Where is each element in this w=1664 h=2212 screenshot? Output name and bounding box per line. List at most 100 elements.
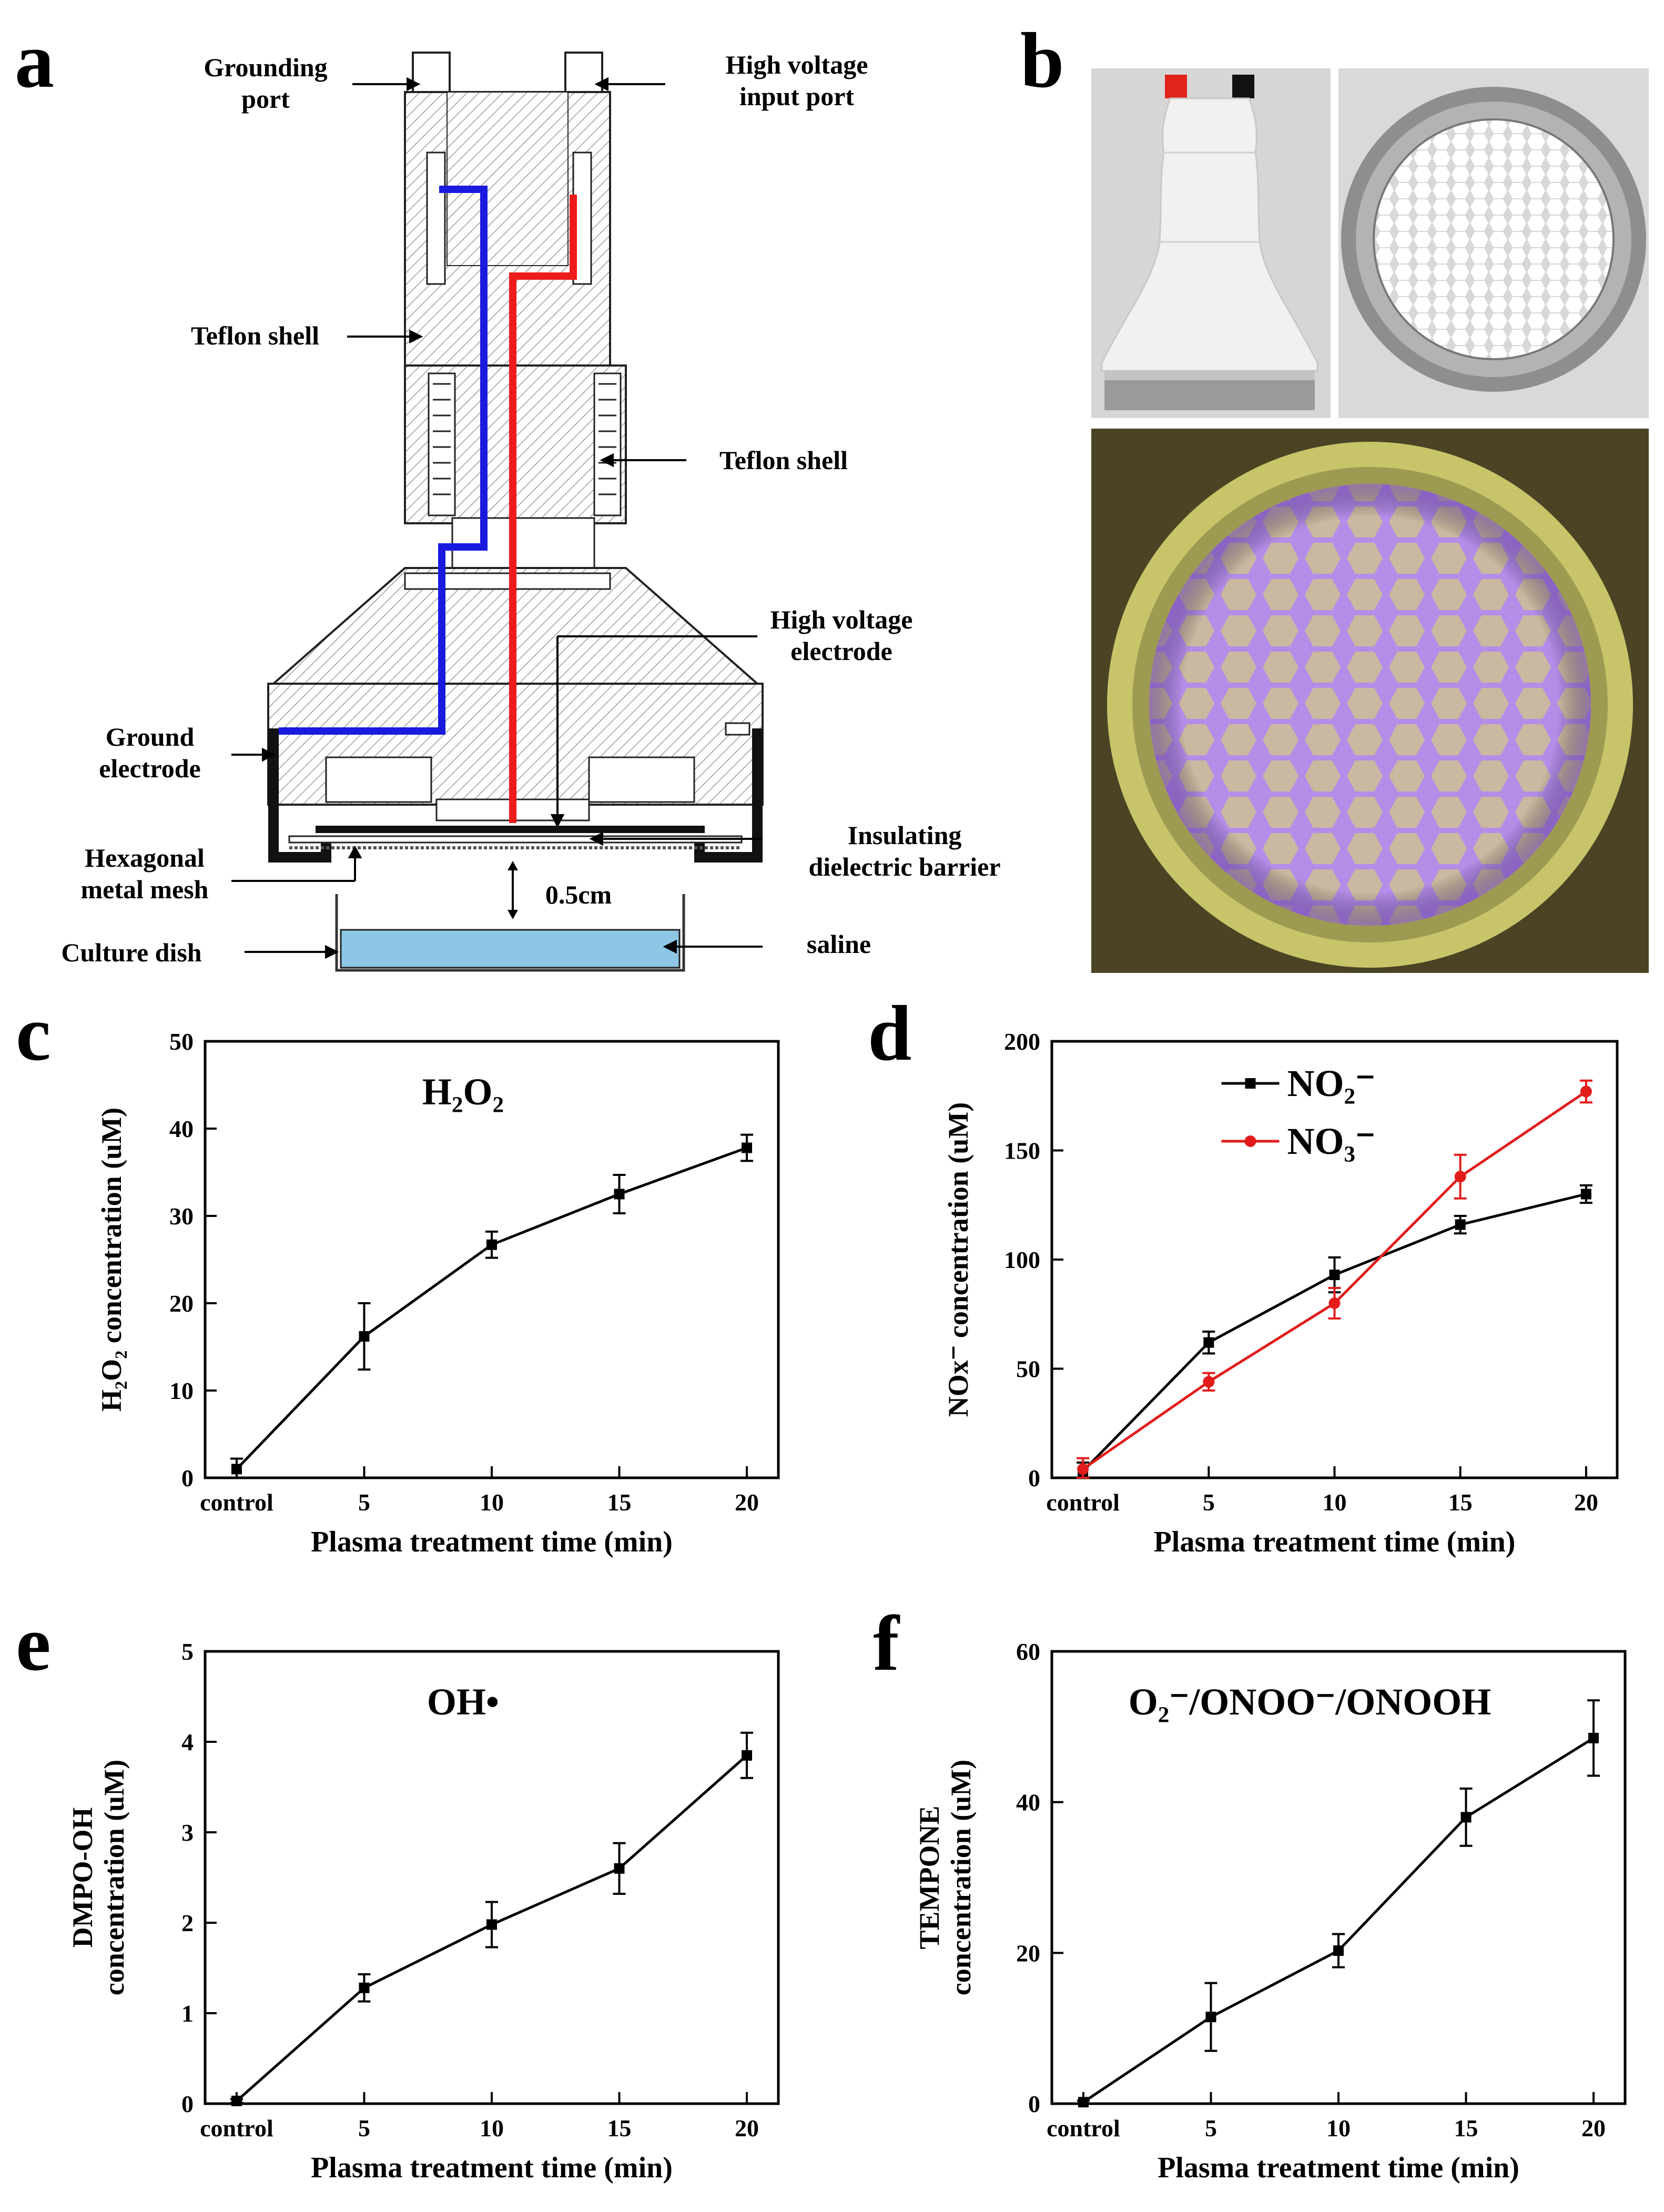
x-tick-label: control: [200, 1489, 273, 1516]
grounding-port-cap: [412, 52, 451, 93]
label-ground-electrode-1: Ground: [106, 722, 195, 752]
y-axis-title: H₂O₂ concentration (uM): [96, 1108, 127, 1412]
panel-label-f: f: [873, 1600, 899, 1687]
hv-wire: [509, 195, 577, 823]
y-tick-label: 20: [1016, 1940, 1040, 1966]
photo-plasma-discharge: [1091, 429, 1649, 973]
y-tick-label: 5: [181, 1641, 194, 1665]
x-axis-title: Plasma treatment time (min): [311, 1526, 673, 1558]
label-insulating-2: dielectric barrier: [808, 852, 1000, 881]
y-tick-label: 20: [169, 1290, 194, 1317]
data-point: [742, 1142, 753, 1153]
series-line-0: [1082, 1737, 1595, 2104]
y-axis-title-line1: TEMPONE: [914, 1805, 945, 1949]
label-hex-mesh-2: metal mesh: [81, 875, 209, 904]
x-tick-label: 5: [358, 1489, 370, 1516]
x-tick-label: 20: [735, 1489, 759, 1516]
y-tick-label: 0: [1028, 2091, 1040, 2117]
x-tick-label: 15: [1454, 2115, 1478, 2142]
x-tick-label: 20: [1581, 2115, 1606, 2142]
panel-label-a: a: [15, 17, 54, 104]
x-tick-label: 15: [607, 2115, 632, 2142]
data-point: [1078, 2097, 1089, 2108]
data-point: [359, 1982, 370, 1993]
panel-label-d: d: [868, 990, 912, 1077]
x-tick-label: 10: [1326, 2115, 1351, 2142]
y-axis-title-line1: DMPO-OH: [67, 1808, 98, 1948]
saline-liquid: [340, 929, 681, 969]
chart-h2o2: 0 10 20 30 40 50 control 5 10 15 20 Plasma treatmen…: [96, 1031, 780, 1558]
legend-label-0: NO₂⁻: [1287, 1062, 1376, 1104]
legend-marker-0: [1245, 1078, 1256, 1089]
data-point: [1205, 2012, 1216, 2023]
culture-dish: [335, 894, 685, 972]
x-tick-label: 20: [735, 2115, 759, 2142]
legend-label-1: NO₃⁻: [1287, 1120, 1376, 1162]
x-axis-title: Plasma treatment time (min): [1154, 1526, 1516, 1558]
label-culture-dish: Culture dish: [61, 938, 201, 967]
y-tick-label: 150: [1004, 1138, 1040, 1164]
device-photographs: [1091, 68, 1649, 973]
y-tick-label: 30: [169, 1203, 194, 1230]
x-tick-label: 15: [607, 1489, 632, 1516]
x-tick-label: 10: [480, 2115, 504, 2142]
data-point: [1460, 1812, 1472, 1823]
data-point: [1203, 1337, 1214, 1348]
y-tick-label: 2: [181, 1910, 194, 1936]
label-teflon-shell-right: Teflon shell: [719, 445, 848, 475]
x-tick-label: control: [1047, 2115, 1120, 2142]
y-tick-label: 40: [1016, 1789, 1040, 1816]
x-axis-title: Plasma treatment time (min): [311, 2152, 673, 2184]
x-tick-label: 5: [358, 2115, 370, 2142]
y-axis-title-line2: concentration (uM): [98, 1760, 130, 1995]
panel-label-e: e: [16, 1600, 51, 1687]
panel-label-c: c: [16, 990, 51, 1077]
x-tick-label: 5: [1203, 1489, 1215, 1516]
label-hv-electrode-2: electrode: [790, 636, 892, 666]
x-axis-title: Plasma treatment time (min): [1158, 2152, 1519, 2184]
data-point: [1588, 1732, 1599, 1743]
y-axis-title: NOx⁻ concentration (uM): [942, 1102, 974, 1417]
y-tick-label: 0: [181, 2091, 194, 2117]
x-tick-label: 15: [1448, 1489, 1473, 1516]
label-insulating-1: Insulating: [848, 820, 962, 850]
data-point: [359, 1331, 370, 1342]
label-grounding-port-2: port: [241, 84, 290, 114]
data-point: [1454, 1171, 1466, 1183]
label-saline: saline: [807, 929, 871, 959]
data-point: [1203, 1376, 1215, 1388]
y-tick-label: 1: [181, 2000, 194, 2027]
data-point: [1077, 1463, 1089, 1475]
photo-device-bottom: [1338, 68, 1649, 418]
data-point: [1333, 1945, 1344, 1956]
chart-title: H₂O₂: [422, 1071, 504, 1113]
label-ground-electrode-2: electrode: [99, 754, 200, 783]
data-point: [614, 1863, 625, 1874]
chart-oh-radical: 0 1 2 3 4 5 control 5 10 15 20 Plasma treatment tim…: [67, 1641, 780, 2184]
y-tick-label: 100: [1004, 1246, 1040, 1273]
x-tick-label: control: [200, 2115, 273, 2142]
y-tick-label: 0: [181, 1465, 194, 1491]
chart-title: OH•: [427, 1681, 499, 1723]
y-tick-label: 50: [1016, 1356, 1040, 1383]
y-tick-label: 40: [169, 1115, 194, 1142]
chart-superoxide-peroxynitrite: 0 20 40 60 control 5 10 15 20 Plasma treatment ti…: [914, 1641, 1627, 2184]
data-point: [1329, 1270, 1340, 1281]
y-tick-label: 10: [169, 1377, 194, 1404]
x-tick-label: control: [1046, 1489, 1120, 1516]
data-point: [486, 1239, 497, 1250]
label-hex-mesh-1: Hexagonal: [85, 843, 205, 872]
data-point: [231, 1464, 242, 1475]
x-tick-label: 10: [1323, 1489, 1347, 1516]
y-tick-label: 3: [181, 1819, 194, 1846]
label-hv-input-2: input port: [739, 82, 854, 111]
label-grounding-port-1: Grounding: [204, 53, 327, 82]
label-teflon-shell-left: Teflon shell: [191, 321, 319, 350]
label-hv-input-1: High voltage: [726, 50, 868, 79]
panel-label-b: b: [1020, 17, 1064, 104]
data-point: [231, 2095, 242, 2106]
data-point: [1455, 1219, 1466, 1230]
x-tick-label: 5: [1205, 2115, 1217, 2142]
y-tick-label: 4: [181, 1729, 194, 1756]
x-tick-label: 10: [480, 1489, 504, 1516]
